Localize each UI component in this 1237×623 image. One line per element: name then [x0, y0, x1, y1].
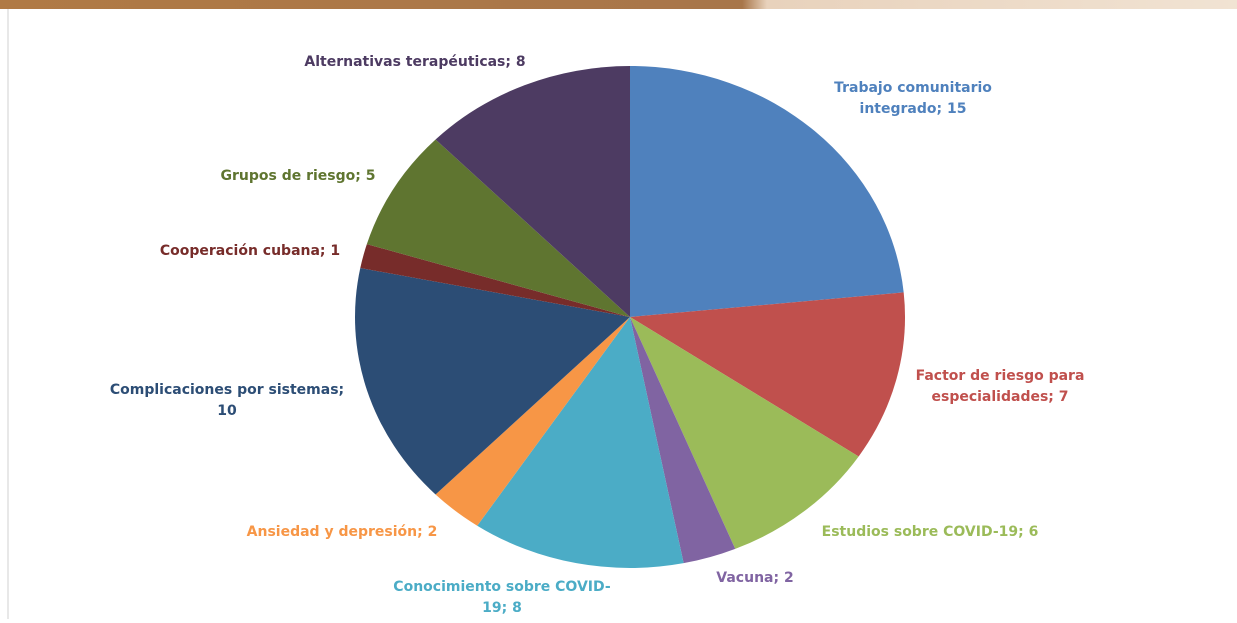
data-label: Estudios sobre COVID-19; 6	[822, 524, 1039, 540]
data-label: Trabajo comunitario	[834, 80, 992, 96]
pie-slice	[630, 66, 904, 317]
pie-slice	[355, 268, 630, 495]
pie-slice	[630, 317, 859, 549]
pie-slice	[360, 244, 630, 317]
pie-slice	[435, 66, 630, 317]
data-label: Alternativas terapéuticas; 8	[304, 54, 525, 70]
pie-slice	[435, 317, 630, 526]
data-label: especialidades; 7	[931, 389, 1068, 405]
data-label: Conocimiento sobre COVID-	[393, 579, 611, 595]
data-label: Vacuna; 2	[716, 570, 793, 586]
data-label: Grupos de riesgo; 5	[221, 168, 376, 184]
data-label: Cooperación cubana; 1	[160, 243, 340, 259]
data-label: Complicaciones por sistemas;	[110, 382, 344, 398]
data-label: integrado; 15	[860, 101, 967, 117]
data-label: Factor de riesgo para	[916, 368, 1085, 384]
pie-slice	[630, 292, 905, 457]
pie-slice	[630, 317, 736, 564]
banner	[0, 0, 1237, 9]
pie-chart	[355, 66, 905, 568]
data-label: 10	[217, 403, 237, 419]
pie-slice	[366, 139, 630, 317]
data-label: 19; 8	[482, 600, 522, 616]
data-label: Ansiedad y depresión; 2	[247, 524, 438, 540]
pie-slice	[477, 317, 684, 568]
